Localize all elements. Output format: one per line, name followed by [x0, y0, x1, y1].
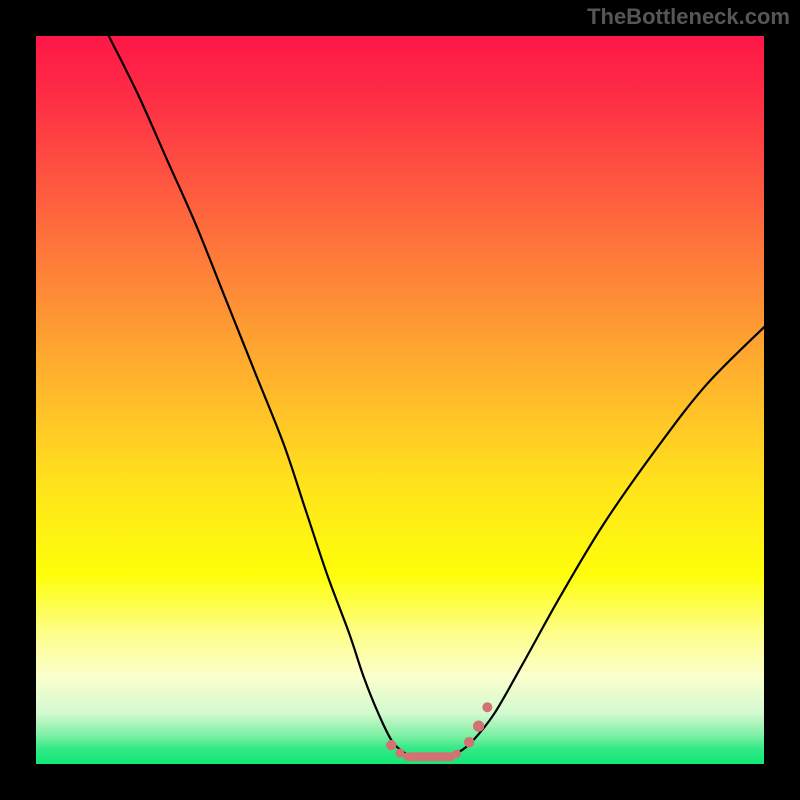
valley-marker — [464, 737, 474, 747]
valley-marker — [386, 740, 396, 750]
chart-svg — [0, 0, 800, 800]
gradient-panel — [36, 36, 764, 764]
valley-marker — [482, 702, 492, 712]
chart-root: TheBottleneck.com — [0, 0, 800, 800]
valley-marker — [453, 750, 461, 758]
valley-marker — [403, 753, 411, 761]
valley-marker — [473, 721, 484, 732]
